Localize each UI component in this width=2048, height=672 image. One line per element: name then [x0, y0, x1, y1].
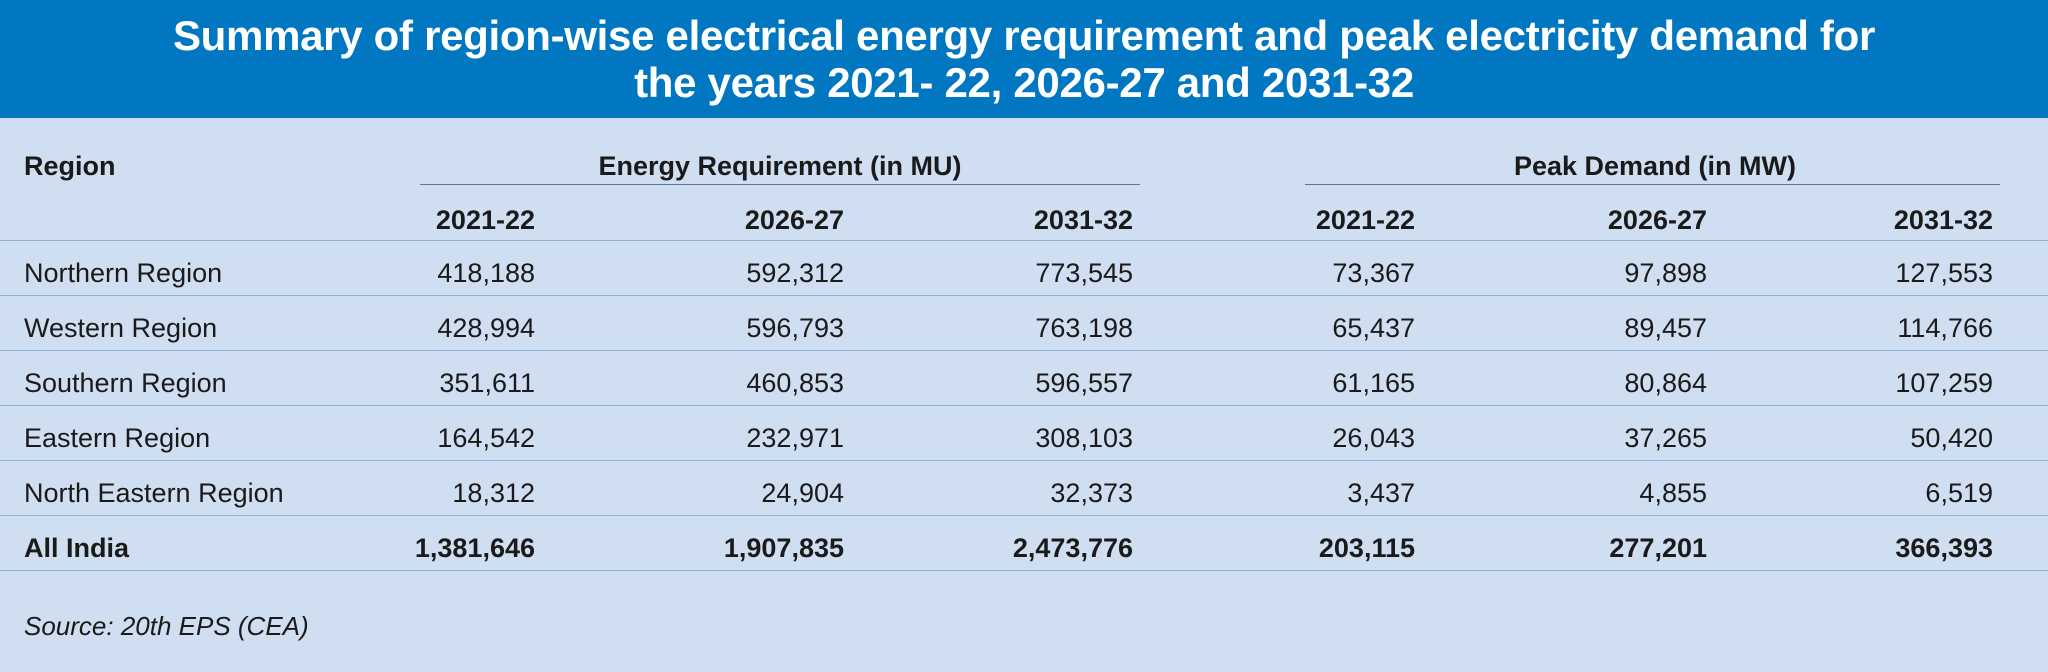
table-cell: 232,971 [746, 423, 844, 453]
peak-group-underline [1305, 184, 2000, 185]
table-bottom-rule [0, 570, 2048, 571]
title-line-2: the years 2021- 22, 2026-27 and 2031-32 [634, 59, 1414, 106]
table-cell: 97,898 [1624, 258, 1707, 288]
table-cell: 4,855 [1639, 478, 1707, 508]
year-header-energy-2031-32: 2031-32 [1033, 205, 1133, 235]
row-divider [0, 515, 2048, 516]
table-cell: 26,043 [1332, 423, 1415, 453]
table-cell: 763,198 [1035, 313, 1133, 343]
table-cell: 61,165 [1332, 368, 1415, 398]
total-cell: 2,473,776 [1012, 533, 1133, 563]
table-row-north-eastern-region-label: North Eastern Region [24, 478, 284, 508]
table-row-eastern-region-label: Eastern Region [24, 423, 211, 453]
table-cell: 37,265 [1624, 423, 1707, 453]
region-column-header: Region [24, 151, 116, 181]
title-line-1: Summary of region-wise electrical energy… [172, 12, 1876, 59]
table-cell: 73,367 [1332, 258, 1415, 288]
row-divider [0, 460, 2048, 461]
year-header-energy-2026-27: 2026-27 [744, 205, 844, 235]
total-cell: 1,907,835 [723, 533, 844, 563]
total-cell: 203,115 [1318, 533, 1415, 563]
table-row-northern-region-label: Northern Region [24, 258, 223, 288]
year-header-energy-2021-22: 2021-22 [435, 205, 535, 235]
table-cell: 773,545 [1035, 258, 1133, 288]
table-cell: 596,793 [746, 313, 844, 343]
row-divider [0, 350, 2048, 351]
energy-requirement-group-header: Energy Requirement (in MU) [598, 151, 962, 181]
year-header-peak-2021-22: 2021-22 [1315, 205, 1415, 235]
table-cell: 3,437 [1347, 478, 1415, 508]
table-cell: 460,853 [746, 368, 844, 398]
row-divider [0, 295, 2048, 296]
total-cell: 277,201 [1609, 533, 1707, 563]
table-cell: 107,259 [1895, 368, 1993, 398]
table-cell: 24,904 [761, 478, 844, 508]
table-cell: 592,312 [746, 258, 844, 288]
source-note: Source: 20th EPS (CEA) [24, 611, 309, 641]
energy-group-underline [420, 184, 1140, 185]
table-cell: 65,437 [1332, 313, 1415, 343]
table-cell: 114,766 [1897, 313, 1993, 343]
total-cell: 1,381,646 [414, 533, 535, 563]
table-row-western-region-label: Western Region [24, 313, 218, 343]
table-cell: 351,611 [439, 368, 535, 398]
table-row-all-india-label: All India [24, 533, 130, 563]
table-cell: 418,188 [437, 258, 535, 288]
table-cell: 164,542 [437, 423, 535, 453]
table-cell: 89,457 [1624, 313, 1707, 343]
table-cell: 18,312 [452, 478, 535, 508]
table-cell: 6,519 [1925, 478, 1993, 508]
year-header-peak-2026-27: 2026-27 [1607, 205, 1707, 235]
table-cell: 50,420 [1910, 423, 1993, 453]
table-cell: 428,994 [437, 313, 535, 343]
row-divider [0, 405, 2048, 406]
table-cell: 127,553 [1895, 258, 1993, 288]
table-cell: 32,373 [1050, 478, 1133, 508]
table-cell: 596,557 [1035, 368, 1133, 398]
header-divider [0, 240, 2048, 241]
table-cell: 308,103 [1035, 423, 1133, 453]
total-cell: 366,393 [1895, 533, 1993, 563]
table-cell: 80,864 [1624, 368, 1707, 398]
table-row-southern-region-label: Southern Region [24, 368, 227, 398]
title-banner: Summary of region-wise electrical energy… [0, 0, 2048, 118]
peak-demand-group-header: Peak Demand (in MW) [1513, 151, 1797, 181]
year-header-peak-2031-32: 2031-32 [1893, 205, 1993, 235]
